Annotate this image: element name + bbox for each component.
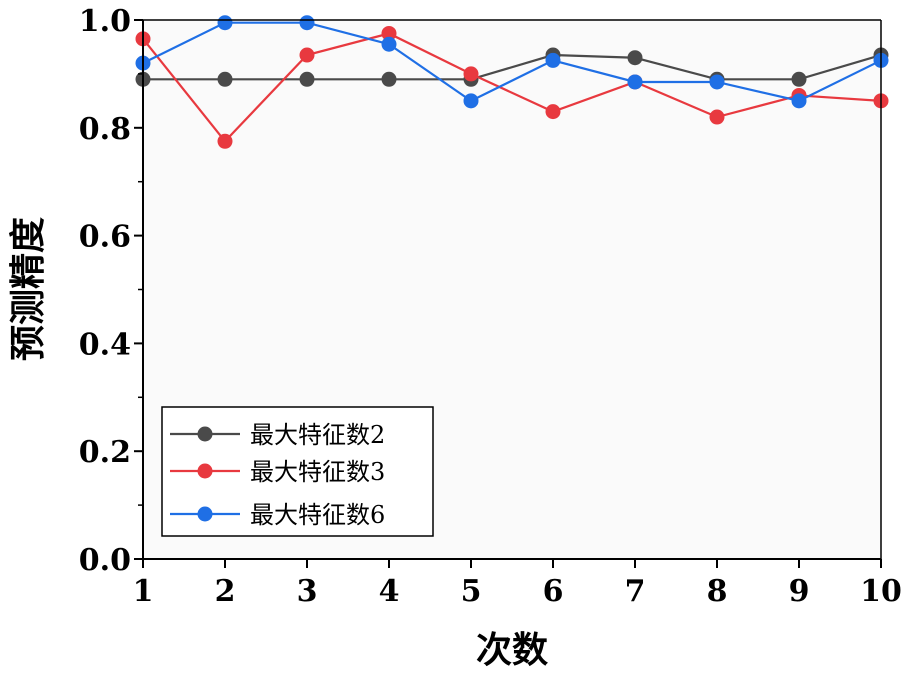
x-tick-label: 3 xyxy=(297,574,318,609)
series-line xyxy=(142,21,882,103)
legend: 最大特征数2 最大特征数3 最大特征数6 xyxy=(161,406,434,537)
x-tick-label: 10 xyxy=(860,574,902,609)
y-tick-label: 0.2 xyxy=(79,435,131,470)
data-point xyxy=(217,71,233,87)
legend-marker xyxy=(197,426,213,442)
y-tick-label: 1.0 xyxy=(79,4,131,39)
series-line xyxy=(143,53,882,81)
data-point xyxy=(709,74,725,90)
data-point xyxy=(299,71,315,87)
y-tick-label: 0.0 xyxy=(79,543,131,578)
legend-label: 最大特征数2 xyxy=(250,421,385,449)
x-tick-label: 2 xyxy=(215,574,236,609)
x-axis-title: 次数 xyxy=(476,629,548,670)
ticks-layer: 0.0 0.2 0.4 0.6 0.8 1.0 1 2 3 4 5 6 7 8 9 10 xyxy=(79,4,902,609)
data-point xyxy=(217,15,233,31)
legend-marker xyxy=(197,506,213,522)
legend-marker xyxy=(197,463,213,479)
data-point xyxy=(791,93,807,109)
data-point xyxy=(791,71,807,87)
data-point xyxy=(627,74,643,90)
data-point xyxy=(299,47,315,63)
data-point xyxy=(381,25,397,41)
series-group xyxy=(135,25,889,149)
legend-label: 最大特征数6 xyxy=(250,501,385,529)
series-group xyxy=(135,15,889,109)
x-tick-label: 4 xyxy=(379,574,400,609)
y-tick-label: 0.8 xyxy=(79,112,131,147)
data-point xyxy=(545,52,561,68)
data-point xyxy=(545,104,561,120)
y-tick-label: 0.6 xyxy=(79,220,131,255)
x-tick-label: 5 xyxy=(461,574,482,609)
data-point xyxy=(381,36,397,52)
data-point xyxy=(463,93,479,109)
x-tick-label: 8 xyxy=(707,574,728,609)
data-point xyxy=(627,50,643,66)
series-line xyxy=(142,32,882,143)
data-point xyxy=(217,133,233,149)
legend-label: 最大特征数3 xyxy=(250,458,385,486)
data-point xyxy=(709,109,725,125)
x-tick-label: 7 xyxy=(625,574,646,609)
data-point xyxy=(381,71,397,87)
y-tick-label: 0.4 xyxy=(79,327,131,362)
data-point xyxy=(299,15,315,31)
series-layer xyxy=(135,15,889,149)
y-axis-title: 预测精度 xyxy=(7,217,49,361)
x-tick-label: 9 xyxy=(789,574,810,609)
x-tick-label: 6 xyxy=(543,574,564,609)
x-tick-label: 1 xyxy=(133,574,154,609)
data-point xyxy=(463,66,479,82)
